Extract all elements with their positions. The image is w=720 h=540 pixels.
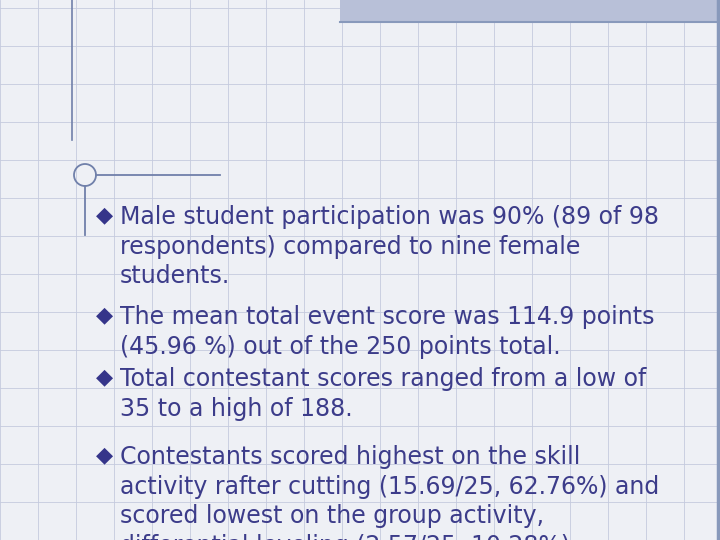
Bar (340, 0, 720, 22)
Text: Total contestant scores ranged from a low of
35 to a high of 188.: Total contestant scores ranged from a lo… (120, 367, 647, 421)
Text: Male student participation was 90% (89 of 98
respondents) compared to nine femal: Male student participation was 90% (89 o… (120, 205, 659, 288)
Text: Contestants scored highest on the skill
activity rafter cutting (15.69/25, 62.76: Contestants scored highest on the skill … (120, 445, 660, 540)
Text: ◆: ◆ (96, 445, 114, 465)
Text: The mean total event score was 114.9 points
(45.96 %) out of the 250 points tota: The mean total event score was 114.9 poi… (120, 305, 654, 359)
Text: ◆: ◆ (96, 305, 114, 325)
Text: ◆: ◆ (96, 367, 114, 387)
Text: ◆: ◆ (96, 205, 114, 225)
